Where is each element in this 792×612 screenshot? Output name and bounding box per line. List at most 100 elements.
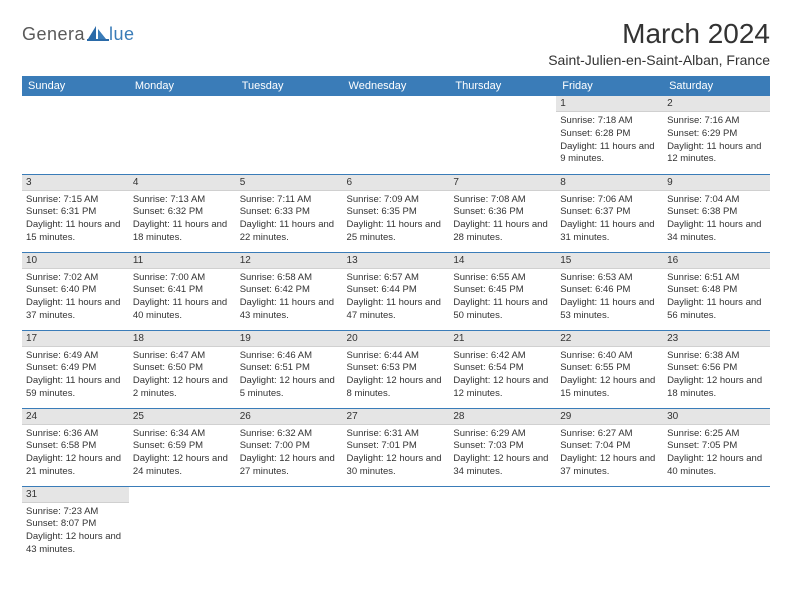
day-cell: 19Sunrise: 6:46 AMSunset: 6:51 PMDayligh…: [236, 330, 343, 408]
day-of-week-row: Sunday Monday Tuesday Wednesday Thursday…: [22, 76, 770, 96]
day-content: Sunrise: 7:18 AMSunset: 6:28 PMDaylight:…: [556, 112, 663, 169]
daylight-text: Daylight: 12 hours and 15 minutes.: [560, 375, 659, 401]
day-cell: 30Sunrise: 6:25 AMSunset: 7:05 PMDayligh…: [663, 408, 770, 486]
daylight-text: Daylight: 11 hours and 56 minutes.: [667, 297, 766, 323]
day-number: 4: [129, 175, 236, 191]
daylight-text: Daylight: 12 hours and 5 minutes.: [240, 375, 339, 401]
sunrise-text: Sunrise: 7:04 AM: [667, 194, 766, 207]
sunset-text: Sunset: 8:07 PM: [26, 518, 125, 531]
empty-cell: [449, 486, 556, 564]
day-number: 2: [663, 96, 770, 112]
dow-friday: Friday: [556, 76, 663, 96]
dow-saturday: Saturday: [663, 76, 770, 96]
sunrise-text: Sunrise: 6:36 AM: [26, 428, 125, 441]
sunrise-text: Sunrise: 6:47 AM: [133, 350, 232, 363]
day-cell: 14Sunrise: 6:55 AMSunset: 6:45 PMDayligh…: [449, 252, 556, 330]
calendar-row: 1Sunrise: 7:18 AMSunset: 6:28 PMDaylight…: [22, 96, 770, 174]
day-number: 8: [556, 175, 663, 191]
logo: Genera lue: [22, 18, 135, 45]
day-content: Sunrise: 6:57 AMSunset: 6:44 PMDaylight:…: [343, 269, 450, 326]
day-cell: 7Sunrise: 7:08 AMSunset: 6:36 PMDaylight…: [449, 174, 556, 252]
day-content: Sunrise: 6:46 AMSunset: 6:51 PMDaylight:…: [236, 347, 343, 404]
month-title: March 2024: [548, 18, 770, 50]
sunset-text: Sunset: 6:48 PM: [667, 284, 766, 297]
day-content: Sunrise: 6:29 AMSunset: 7:03 PMDaylight:…: [449, 425, 556, 482]
calendar-row: 24Sunrise: 6:36 AMSunset: 6:58 PMDayligh…: [22, 408, 770, 486]
day-content: Sunrise: 6:32 AMSunset: 7:00 PMDaylight:…: [236, 425, 343, 482]
empty-cell: [22, 96, 129, 174]
day-cell: 9Sunrise: 7:04 AMSunset: 6:38 PMDaylight…: [663, 174, 770, 252]
sunrise-text: Sunrise: 6:53 AM: [560, 272, 659, 285]
sunset-text: Sunset: 6:31 PM: [26, 206, 125, 219]
day-cell: 4Sunrise: 7:13 AMSunset: 6:32 PMDaylight…: [129, 174, 236, 252]
day-content: Sunrise: 7:08 AMSunset: 6:36 PMDaylight:…: [449, 191, 556, 248]
sunrise-text: Sunrise: 6:25 AM: [667, 428, 766, 441]
empty-cell: [129, 96, 236, 174]
dow-sunday: Sunday: [22, 76, 129, 96]
day-content: Sunrise: 6:51 AMSunset: 6:48 PMDaylight:…: [663, 269, 770, 326]
logo-text-blue: lue: [109, 24, 135, 45]
day-cell: 13Sunrise: 6:57 AMSunset: 6:44 PMDayligh…: [343, 252, 450, 330]
sunset-text: Sunset: 6:58 PM: [26, 440, 125, 453]
sunset-text: Sunset: 6:33 PM: [240, 206, 339, 219]
sunset-text: Sunset: 6:53 PM: [347, 362, 446, 375]
sunrise-text: Sunrise: 6:57 AM: [347, 272, 446, 285]
daylight-text: Daylight: 12 hours and 8 minutes.: [347, 375, 446, 401]
sunset-text: Sunset: 7:01 PM: [347, 440, 446, 453]
day-content: Sunrise: 7:16 AMSunset: 6:29 PMDaylight:…: [663, 112, 770, 169]
daylight-text: Daylight: 12 hours and 27 minutes.: [240, 453, 339, 479]
sunrise-text: Sunrise: 6:46 AM: [240, 350, 339, 363]
day-number: 1: [556, 96, 663, 112]
day-number: 5: [236, 175, 343, 191]
daylight-text: Daylight: 11 hours and 15 minutes.: [26, 219, 125, 245]
day-number: 24: [22, 409, 129, 425]
empty-cell: [663, 486, 770, 564]
daylight-text: Daylight: 12 hours and 40 minutes.: [667, 453, 766, 479]
sunset-text: Sunset: 6:42 PM: [240, 284, 339, 297]
sunset-text: Sunset: 6:36 PM: [453, 206, 552, 219]
day-number: 31: [22, 487, 129, 503]
sunset-text: Sunset: 7:00 PM: [240, 440, 339, 453]
dow-wednesday: Wednesday: [343, 76, 450, 96]
sunset-text: Sunset: 7:03 PM: [453, 440, 552, 453]
sunrise-text: Sunrise: 7:09 AM: [347, 194, 446, 207]
day-content: Sunrise: 6:49 AMSunset: 6:49 PMDaylight:…: [22, 347, 129, 404]
day-content: Sunrise: 6:42 AMSunset: 6:54 PMDaylight:…: [449, 347, 556, 404]
day-cell: 20Sunrise: 6:44 AMSunset: 6:53 PMDayligh…: [343, 330, 450, 408]
header: Genera lue March 2024 Saint-Julien-en-Sa…: [22, 18, 770, 68]
sunset-text: Sunset: 6:29 PM: [667, 128, 766, 141]
daylight-text: Daylight: 11 hours and 50 minutes.: [453, 297, 552, 323]
day-content: Sunrise: 6:44 AMSunset: 6:53 PMDaylight:…: [343, 347, 450, 404]
day-number: 25: [129, 409, 236, 425]
daylight-text: Daylight: 11 hours and 37 minutes.: [26, 297, 125, 323]
day-number: 15: [556, 253, 663, 269]
day-content: Sunrise: 7:11 AMSunset: 6:33 PMDaylight:…: [236, 191, 343, 248]
day-cell: 11Sunrise: 7:00 AMSunset: 6:41 PMDayligh…: [129, 252, 236, 330]
day-content: Sunrise: 7:13 AMSunset: 6:32 PMDaylight:…: [129, 191, 236, 248]
day-number: 21: [449, 331, 556, 347]
sunrise-text: Sunrise: 6:31 AM: [347, 428, 446, 441]
day-number: 3: [22, 175, 129, 191]
sunset-text: Sunset: 6:32 PM: [133, 206, 232, 219]
empty-cell: [343, 96, 450, 174]
sunset-text: Sunset: 6:55 PM: [560, 362, 659, 375]
logo-sail-icon: [87, 24, 109, 45]
day-number: 26: [236, 409, 343, 425]
dow-thursday: Thursday: [449, 76, 556, 96]
day-number: 22: [556, 331, 663, 347]
sunset-text: Sunset: 6:59 PM: [133, 440, 232, 453]
day-content: Sunrise: 6:47 AMSunset: 6:50 PMDaylight:…: [129, 347, 236, 404]
sunset-text: Sunset: 6:45 PM: [453, 284, 552, 297]
sunset-text: Sunset: 6:40 PM: [26, 284, 125, 297]
day-number: 28: [449, 409, 556, 425]
daylight-text: Daylight: 12 hours and 37 minutes.: [560, 453, 659, 479]
daylight-text: Daylight: 11 hours and 47 minutes.: [347, 297, 446, 323]
day-content: Sunrise: 6:38 AMSunset: 6:56 PMDaylight:…: [663, 347, 770, 404]
day-content: Sunrise: 6:25 AMSunset: 7:05 PMDaylight:…: [663, 425, 770, 482]
sunset-text: Sunset: 6:37 PM: [560, 206, 659, 219]
sunrise-text: Sunrise: 7:18 AM: [560, 115, 659, 128]
daylight-text: Daylight: 12 hours and 21 minutes.: [26, 453, 125, 479]
sunrise-text: Sunrise: 6:29 AM: [453, 428, 552, 441]
sunrise-text: Sunrise: 7:00 AM: [133, 272, 232, 285]
day-content: Sunrise: 6:55 AMSunset: 6:45 PMDaylight:…: [449, 269, 556, 326]
